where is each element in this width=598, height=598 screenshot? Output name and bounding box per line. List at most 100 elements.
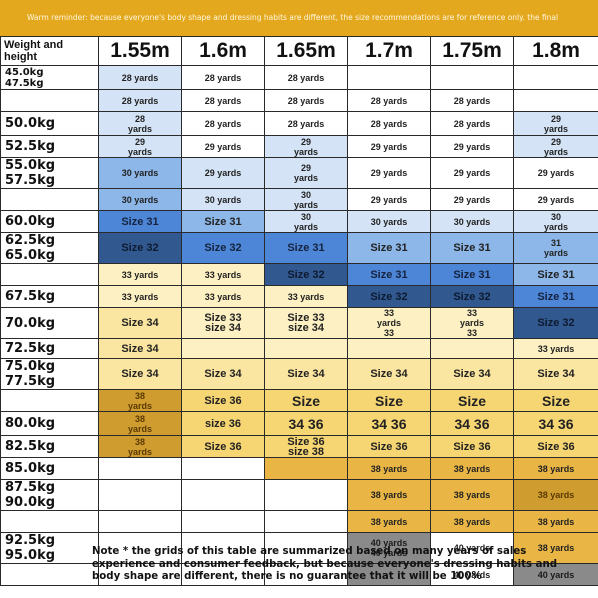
weight-label: 60.0kg (0, 210, 99, 233)
size-cell: 30 yards (430, 210, 514, 233)
size-cell: Size (347, 389, 431, 412)
table-row: 62.5kg 65.0kg Size 32 Size 32 Size 31 Size 31… (0, 232, 598, 264)
size-cell: 30 yards (98, 188, 182, 211)
size-cell: Size 31 (264, 232, 348, 264)
size-cell: 40 yards (513, 563, 598, 586)
size-cell: 38 yards (513, 457, 598, 480)
weight-label: 92.5kg 95.0kg (0, 532, 99, 564)
header-row: Weight and height 1.55m 1.6m 1.65m 1.7m … (0, 36, 598, 66)
size-cell: Size 34 (347, 358, 431, 390)
size-cell: 38 yards (347, 479, 431, 511)
size-cell: Size 36 (181, 389, 265, 412)
height-header: 1.6m (181, 36, 265, 66)
size-cell: 33 yards (98, 263, 182, 286)
size-cell (264, 510, 348, 533)
size-cell: 33 yards (181, 263, 265, 286)
size-cell (98, 563, 182, 586)
table-row: 82.5kg 38 yards Size 36 Size 36 size 38 Size 3… (0, 435, 598, 458)
size-cell: 28 yards (181, 65, 265, 90)
table-row: 92.5kg 95.0kg 40 yards 40 yards 40 yards 38 y… (0, 532, 598, 564)
disclaimer-note: Note * the grids of this table are summa… (92, 546, 558, 582)
size-cell: 29 yards (181, 157, 265, 189)
size-cell: Size 33 size 34 (264, 307, 348, 339)
size-cell: 29 yards (430, 135, 514, 158)
size-cell (181, 457, 265, 480)
weight-label: 82.5kg (0, 435, 99, 458)
size-cell: 40 yards (430, 563, 514, 586)
weight-label: 67.5kg (0, 285, 99, 308)
table-row: 28 yards 28 yards 28 yards 28 yards 28 yards (0, 89, 598, 112)
size-cell: 38 yards (430, 510, 514, 533)
size-cell: Size (430, 389, 514, 412)
size-cell: 34 36 (513, 411, 598, 436)
size-cell: 30 yards (264, 210, 348, 233)
table-row: 70.0kg Size 34 Size 33 size 34 Size 33 size 3… (0, 307, 598, 339)
weight-label (0, 89, 99, 112)
warm-reminder-banner: Warm reminder: because everyone's body s… (0, 0, 598, 36)
weight-label: 55.0kg 57.5kg (0, 157, 99, 189)
size-cell: Size 36 (181, 435, 265, 458)
size-cell: Size 31 (513, 263, 598, 286)
size-cell (513, 89, 598, 112)
size-cell (98, 532, 182, 564)
size-cell: 34 36 (430, 411, 514, 436)
size-cell: Size 32 (264, 263, 348, 286)
weight-label: 87.5kg 90.0kg (0, 479, 99, 511)
size-cell: 28 yards (264, 89, 348, 112)
size-cell (98, 510, 182, 533)
size-cell: 29 yards (98, 135, 182, 158)
size-cell: 28 yards (181, 111, 265, 136)
size-cell: 29 yards (513, 135, 598, 158)
size-cell: 34 36 (264, 411, 348, 436)
size-cell: 38 yards (98, 435, 182, 458)
weight-label: 45.0kg 47.5kg (0, 65, 99, 90)
size-cell: Size 34 (98, 338, 182, 359)
weight-label: 52.5kg (0, 135, 99, 158)
size-cell: Size 32 (181, 232, 265, 264)
table-row: 87.5kg 90.0kg 38 yards 38 yards 38 yards (0, 479, 598, 511)
size-cell: 29 yards (513, 188, 598, 211)
table-row: 38 yards 38 yards 38 yards (0, 510, 598, 533)
size-cell: 28 yards (181, 89, 265, 112)
size-cell: Size 32 (513, 307, 598, 339)
size-cell: 38 yards (513, 532, 598, 564)
size-cell: Size 36 (430, 435, 514, 458)
size-cell: 29 yards (430, 188, 514, 211)
weight-label: 70.0kg (0, 307, 99, 339)
size-cell: 38 yards (430, 479, 514, 511)
size-cell: 33 yards 33 (430, 307, 514, 339)
size-cell: 30 yards (513, 210, 598, 233)
size-cell (513, 65, 598, 90)
size-cell: 40 yards (430, 532, 514, 564)
table-row: 55.0kg 57.5kg 30 yards 29 yards 29 yards 29 ya… (0, 157, 598, 189)
size-cell (264, 338, 348, 359)
size-cell: Size (264, 389, 348, 412)
size-cell: Size 34 (264, 358, 348, 390)
height-header: 1.7m (347, 36, 431, 66)
size-cell: Size 31 (513, 285, 598, 308)
size-cell: 33 yards (264, 285, 348, 308)
size-cell: 30 yards (98, 157, 182, 189)
weight-label: 75.0kg 77.5kg (0, 358, 99, 390)
size-cell: 29 yards (264, 135, 348, 158)
weight-label (0, 188, 99, 211)
size-cell: 28 yards (98, 65, 182, 90)
weight-label (0, 510, 99, 533)
size-cell: 28 yards (347, 111, 431, 136)
size-cell (430, 338, 514, 359)
size-cell: 34 36 (347, 411, 431, 436)
size-cell: 28 yards (98, 89, 182, 112)
weight-label: 62.5kg 65.0kg (0, 232, 99, 264)
size-cell: Size 31 (430, 263, 514, 286)
size-cell (264, 563, 348, 586)
size-cell: Size 31 (347, 263, 431, 286)
size-cell: 38 yards (98, 411, 182, 436)
size-cell: 29 yards (513, 111, 598, 136)
size-cell: 38 yards (347, 510, 431, 533)
table-row: 72.5kg Size 34 33 yards (0, 338, 598, 359)
height-header: 1.55m (98, 36, 182, 66)
size-cell: Size 34 (181, 358, 265, 390)
size-cell: Size 31 (181, 210, 265, 233)
size-cell: 33 yards (181, 285, 265, 308)
table-row: 38 yards Size 36 Size Size Size Size (0, 389, 598, 412)
